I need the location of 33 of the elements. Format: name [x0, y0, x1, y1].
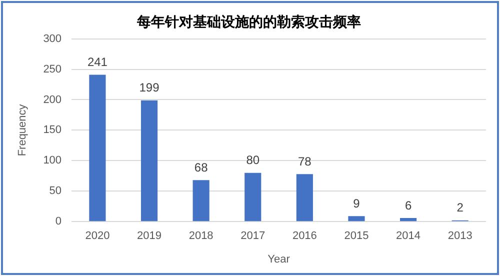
- y-tick-label: 50: [49, 185, 62, 198]
- x-tick-label: 2016: [292, 230, 317, 242]
- chart-title: 每年针对基础设施的的勒索攻击频率: [136, 13, 361, 30]
- data-label: 199: [139, 80, 160, 95]
- bar: [89, 74, 106, 222]
- bar: [400, 218, 417, 222]
- bar: [140, 100, 158, 222]
- y-tick-label: 250: [43, 63, 62, 76]
- data-label: 2: [456, 200, 464, 215]
- bar: [296, 174, 313, 222]
- x-tick-label: 2018: [188, 230, 214, 242]
- x-tick-label: 2014: [396, 230, 421, 242]
- x-axis-title: Year: [268, 253, 290, 266]
- x-tick-label: 2015: [344, 230, 369, 242]
- bar: [244, 172, 262, 222]
- y-tick-label: 200: [43, 94, 62, 106]
- x-tick-label: 2013: [448, 230, 472, 242]
- bar: [348, 216, 365, 222]
- y-tick-label: 300: [43, 32, 62, 45]
- y-tick-label: 100: [43, 154, 62, 167]
- bar: [192, 180, 210, 222]
- x-tick-label: 2020: [85, 230, 110, 242]
- x-tick-label: 2019: [137, 230, 162, 242]
- y-tick-label: 0: [55, 216, 62, 228]
- data-label: 9: [353, 196, 360, 210]
- data-label: 6: [404, 198, 412, 212]
- data-label: 80: [246, 153, 260, 168]
- data-label: 78: [298, 154, 312, 168]
- x-tick-label: 2017: [240, 230, 266, 242]
- data-label: 241: [87, 55, 108, 70]
- data-label: 68: [194, 160, 208, 174]
- y-axis-title: Frequency: [16, 104, 29, 156]
- y-tick-label: 150: [43, 124, 62, 136]
